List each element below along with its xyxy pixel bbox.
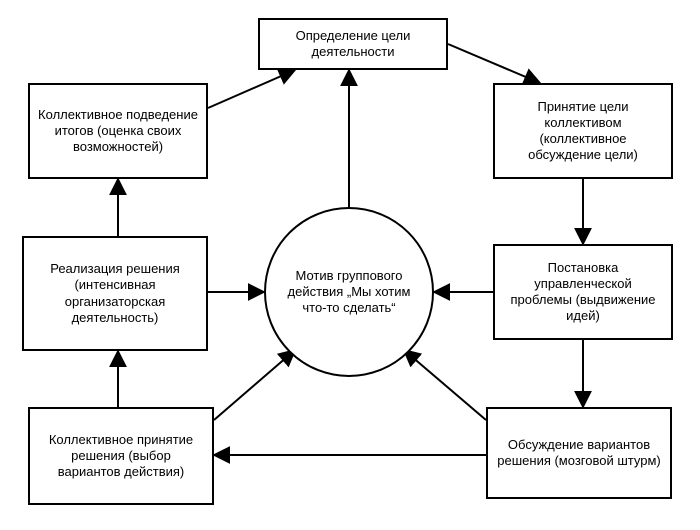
node-top: Определение цели деятельности [258,18,448,70]
edge-bottom-right-to-center [404,350,486,420]
edge-bottom-left-to-center [214,350,295,420]
node-bottom_right: Обсуждение вариантов решения (мозговой ш… [486,407,672,499]
node-left_mid: Реализация решения (интенсивная организа… [22,236,208,351]
node-bottom_left: Коллективное принятие решения (выбор вар… [28,407,214,505]
node-top_left: Коллективное подведение итогов (оценка с… [28,83,208,179]
node-top_right: Принятие цели коллективом (коллективное … [493,83,673,179]
edge-top-left-to-top [208,70,295,108]
diagram-canvas: Мотив группового действия „Мы хотим что-… [0,0,700,530]
node-center: Мотив группового действия „Мы хотим что-… [264,207,434,377]
edge-top-to-top-right [448,44,540,83]
node-right_mid: Постановка управленческой проблемы (выдв… [493,244,673,340]
